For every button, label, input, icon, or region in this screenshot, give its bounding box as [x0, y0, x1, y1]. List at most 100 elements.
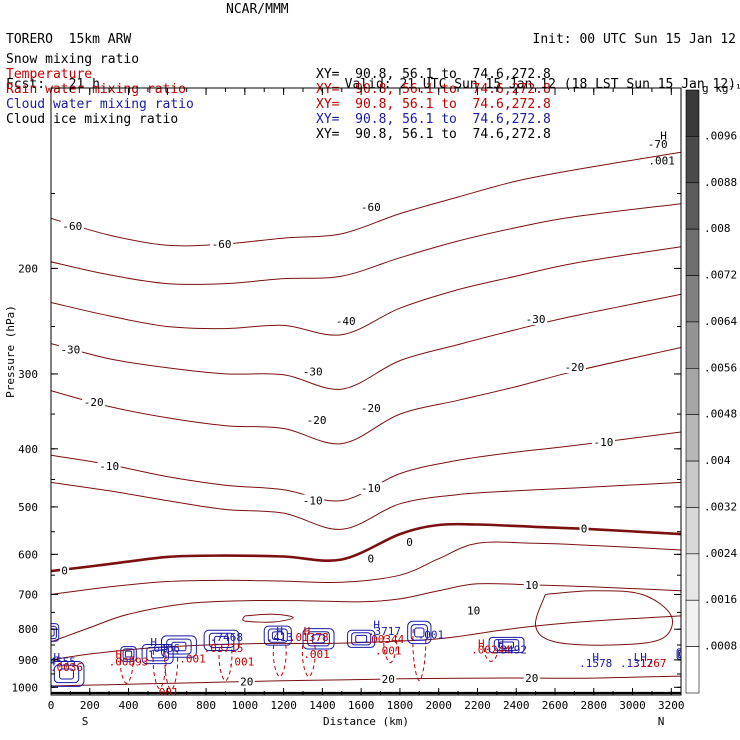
colorbar-segment [685, 414, 700, 462]
colorbar-segment [685, 228, 700, 276]
cloud-water-contour [51, 625, 57, 640]
contour-label-bg [359, 201, 383, 214]
colorbar-segment [685, 553, 700, 601]
temperature-contour-label: 20 [525, 672, 538, 685]
y-tick-label: 700 [18, 588, 38, 601]
field-max-label: H [54, 651, 61, 664]
temperature-contour [51, 522, 681, 573]
temperature-contour-label: -60 [212, 238, 232, 251]
rain-water-contour [119, 653, 134, 684]
contour-label-bg [60, 220, 84, 233]
cloud-water-contour [493, 639, 520, 651]
field-name: Temperature [6, 67, 93, 82]
contour-label-bg [646, 137, 670, 150]
colorbar-segment [685, 368, 700, 415]
field-max-label: .00893 [109, 655, 149, 668]
field-max-label: 4555 [49, 655, 76, 668]
cloud-water-contour [355, 634, 368, 643]
temperature-contour-label: 0 [406, 536, 413, 549]
colorbar-label: .004 [704, 454, 731, 467]
field-max-label: .6466 [147, 642, 180, 655]
x-tick-label: 3000 [619, 699, 646, 712]
x-tick-label: 1000 [232, 699, 259, 712]
field-max-label: H [116, 648, 123, 661]
cloud-water-contour [488, 636, 525, 654]
field-max-label: .001 [303, 648, 330, 661]
field-xy: XY= 90.8, 56.1 to 74.6,272.8 [316, 82, 551, 97]
colorbar-segment [685, 136, 700, 184]
field-max-label: .7468 [210, 631, 243, 644]
field-row-snow: Snow mixing ratio XY= 90.8, 56.1 to 74.6… [6, 37, 686, 82]
x-tick-label: 1600 [348, 699, 375, 712]
plot-area: -60 -60 -60 -70 -40 -30 -30 -30 -20 -20 -20 -20 -10 -… [49, 129, 681, 695]
colorbar-segment [685, 646, 700, 694]
temperature-contour [51, 583, 681, 643]
north-label: N [658, 715, 665, 728]
field-max-label: .413 [266, 631, 293, 644]
x-tick-label: 0 [48, 699, 55, 712]
y-axis-title: Pressure (hPa) [4, 305, 17, 398]
field-max-label: H [373, 618, 380, 631]
colorbar-unit: g kg⁻¹ [702, 82, 740, 95]
field-max-label: .1317 [620, 657, 653, 670]
contour-label-bg [465, 604, 482, 617]
contour-label-bg [238, 675, 255, 688]
colorbar-segment [685, 182, 700, 230]
field-max-label: .001 [375, 644, 402, 657]
cloud-water-contour [51, 660, 85, 687]
cloud-water-contour [302, 628, 335, 650]
field-max-label: .0036 [50, 661, 83, 674]
contour-label-bg [366, 552, 376, 565]
contour-label-bg [405, 535, 415, 548]
temperature-contour-label: -30 [303, 365, 323, 378]
field-max-label: .001 [228, 655, 255, 668]
temperature-contour-label: 10 [525, 579, 538, 592]
contour-label-bg [523, 579, 540, 592]
contour-label-bg [97, 459, 121, 472]
contour-label-bg [60, 564, 70, 577]
contour-label-bg [359, 482, 383, 495]
temperature-contour-label: -70 [648, 138, 668, 151]
temperature-contour-label: 0 [581, 522, 588, 535]
contour-label-bg [562, 360, 586, 373]
temperature-contour [51, 541, 681, 595]
contour-label-bg [591, 436, 615, 449]
rain-water-contour [383, 635, 398, 664]
field-max-label: .1578 [579, 657, 612, 670]
colorbar-segment [685, 507, 700, 555]
temperature-contour [51, 293, 681, 390]
contour-label-bg [523, 672, 540, 685]
rain-water-contour [484, 647, 498, 662]
x-tick-label: 1800 [387, 699, 414, 712]
cloud-water-contour [160, 635, 197, 658]
cloud-water-contour [351, 632, 372, 646]
rain-water-contour [412, 629, 427, 682]
y-tick-label: 200 [18, 262, 38, 275]
colorbar-label: .0048 [704, 408, 737, 421]
temperature-contour-label: -10 [99, 460, 119, 473]
field-xy: XY= 90.8, 56.1 to 74.6,272.8 [316, 112, 551, 127]
temperature-contour [51, 675, 681, 687]
contour-label-bg [305, 413, 329, 426]
field-max-label: .00344 [365, 633, 405, 646]
colorbar-segment [685, 460, 700, 508]
cloud-water-contour [171, 641, 187, 652]
producer-label: NCAR/MMM [226, 2, 289, 17]
field-max-label: .00244 [471, 644, 511, 657]
cloud-water-contour [271, 631, 284, 640]
field-row-cloud-ice: Cloud ice mixing ratio XY= 90.8, 56.1 to… [6, 97, 686, 142]
colorbar-label: .0064 [704, 315, 737, 328]
temperature-contour-label: -20 [307, 414, 327, 427]
colorbar-label: .0088 [704, 176, 737, 189]
colorbar-segment [685, 275, 700, 323]
temperature-contour-label: 0 [368, 553, 375, 566]
cloud-water-contour [59, 668, 74, 680]
field-xy: XY= 90.8, 56.1 to 74.6,272.8 [316, 97, 551, 112]
field-max-label: .01378 [289, 631, 329, 644]
cloud-water-contour [267, 628, 288, 643]
temperature-contour [51, 151, 681, 247]
temperature-contour-label: -10 [361, 482, 381, 495]
temperature-contour-label: -20 [84, 396, 104, 409]
colorbar-label: .0056 [704, 361, 737, 374]
field-max-label: H [304, 625, 311, 638]
